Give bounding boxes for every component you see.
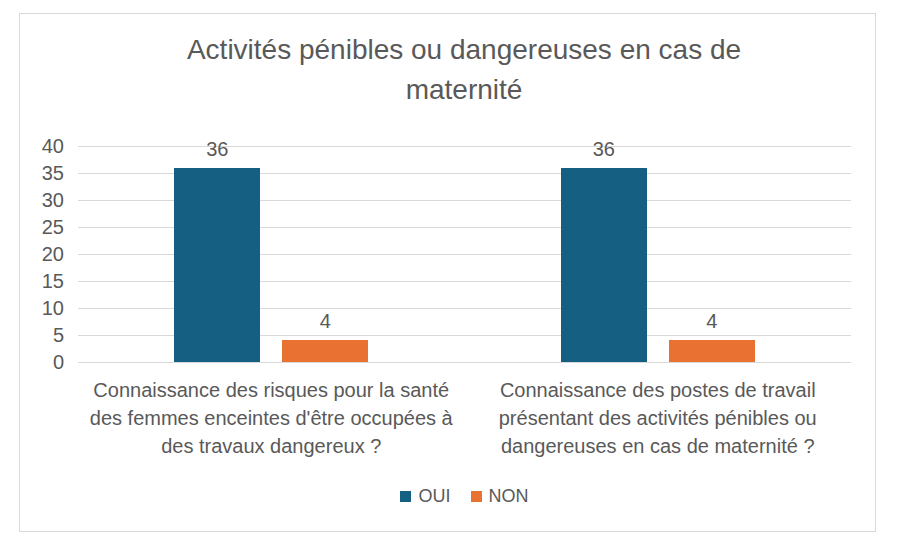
bar-oui — [561, 168, 647, 362]
y-axis-tick-label: 20 — [20, 243, 64, 265]
bar-value-label: 4 — [285, 310, 365, 332]
chart-canvas: Activités pénibles ou dangereuses en cas… — [0, 0, 900, 550]
legend-item-oui: OUI — [400, 486, 450, 507]
chart-title: Activités pénibles ou dangereuses en cas… — [164, 30, 764, 110]
y-axis-tick-label: 0 — [20, 351, 64, 373]
legend-item-non: NON — [471, 486, 529, 507]
bar-value-label: 36 — [564, 138, 644, 160]
y-axis-tick-label: 40 — [20, 135, 64, 157]
bar-oui — [174, 168, 260, 362]
y-axis-tick-label: 30 — [20, 189, 64, 211]
bar-value-label: 36 — [177, 138, 257, 160]
chart-frame: Activités pénibles ou dangereuses en cas… — [19, 13, 876, 532]
y-axis-tick-label: 10 — [20, 297, 64, 319]
y-axis-tick-label: 5 — [20, 324, 64, 346]
legend-swatch-oui — [400, 491, 411, 502]
bar-non — [282, 340, 368, 362]
category-label: Connaissance des risques pour la santé d… — [77, 376, 465, 460]
y-axis-tick-label: 15 — [20, 270, 64, 292]
legend-label: NON — [489, 486, 529, 507]
legend-label: OUI — [418, 486, 450, 507]
gridline — [78, 362, 851, 363]
category-label: Connaissance des postes de travail prése… — [464, 376, 852, 460]
y-axis-tick-label: 35 — [20, 162, 64, 184]
legend: OUI NON — [78, 484, 851, 508]
plot-area: 363644 — [78, 146, 851, 362]
legend-swatch-non — [471, 491, 482, 502]
bar-value-label: 4 — [672, 310, 752, 332]
bar-non — [669, 340, 755, 362]
y-axis-tick-label: 25 — [20, 216, 64, 238]
